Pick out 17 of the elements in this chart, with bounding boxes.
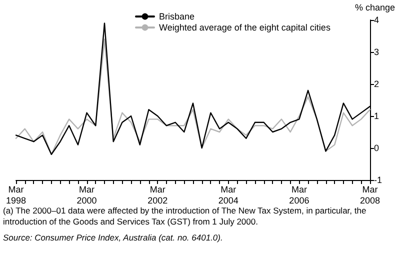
text: (a) The 2000–01 data were affected by the introduction of The New Tax System, in particular, the introduction of the Goods and Services Tax (GST) from 1 July 2000. — [3, 206, 369, 226]
y-tick-label: 0 — [374, 143, 380, 153]
legend-label: Weighted average of the eight capital cities — [159, 22, 331, 32]
x-tick-label: Mar 2000 — [76, 184, 97, 206]
x-tick-label: Mar 2008 — [360, 184, 380, 206]
y-tick-label: 2 — [374, 79, 380, 89]
y-tick-label: 1 — [374, 111, 380, 121]
x-tick-label: Mar 2004 — [218, 184, 238, 206]
x-tick-label: Mar 1998 — [6, 184, 26, 206]
y-axis-title: % change — [354, 2, 395, 12]
source-note: Source: Consumer Price Index, Australia (cat. no. 6401.0). — [3, 232, 223, 242]
x-tick-label: Mar 2006 — [289, 184, 310, 206]
y-tick-label: 3 — [374, 47, 380, 57]
y-tick-label: 4 — [374, 15, 380, 25]
x-tick-label: Mar 2002 — [148, 184, 168, 206]
legend-label: Brisbane — [159, 12, 195, 22]
y-tick-label: -1 — [374, 175, 382, 185]
